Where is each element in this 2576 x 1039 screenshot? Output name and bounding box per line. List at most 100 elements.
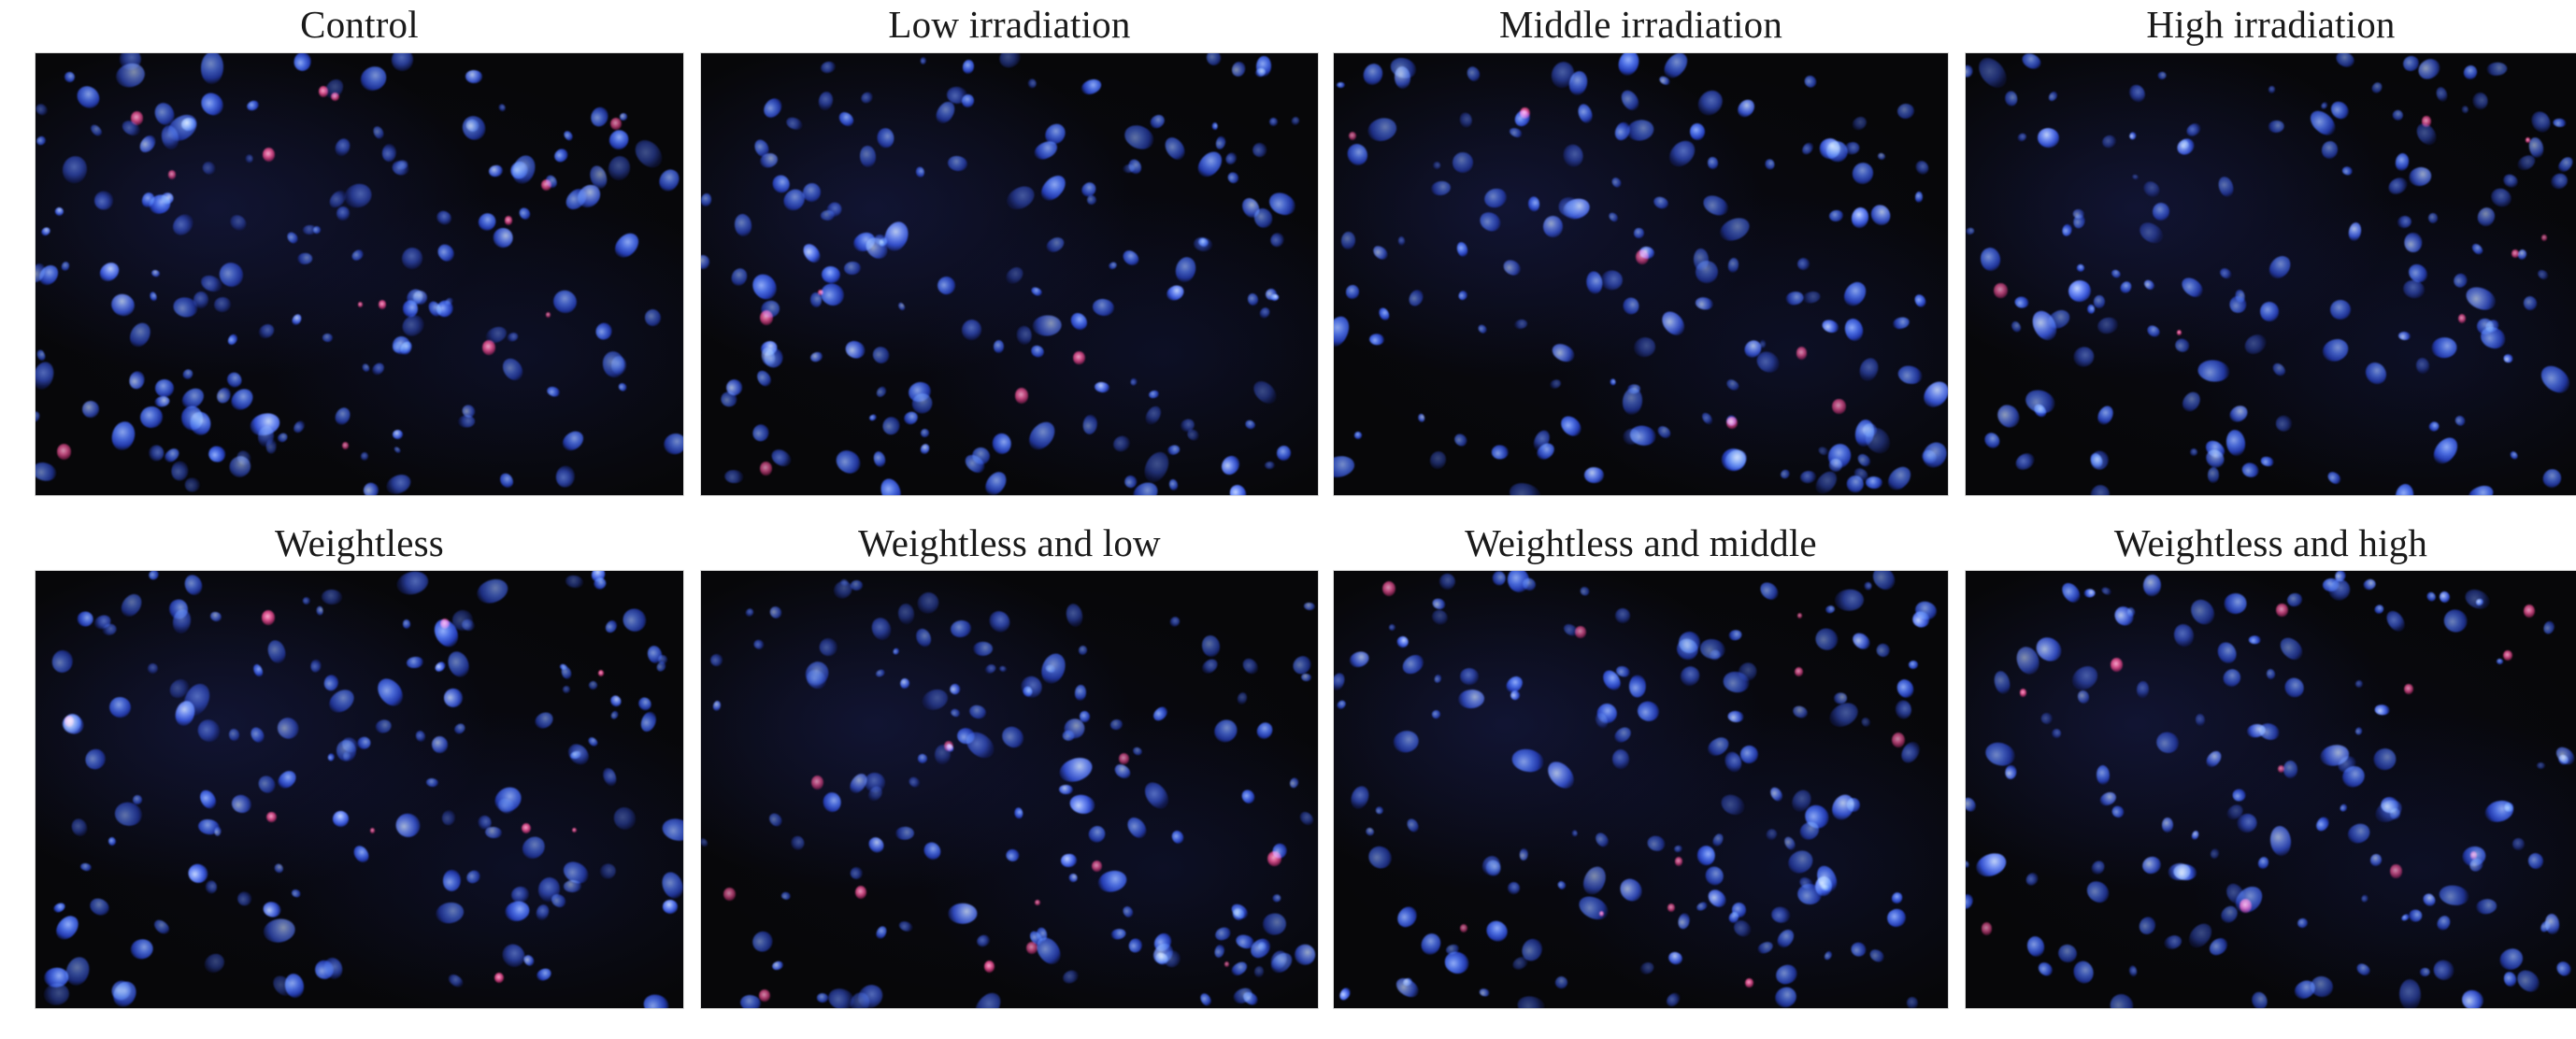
nucleus: [2070, 959, 2097, 986]
nucleus: [2152, 202, 2170, 221]
nucleus: [562, 685, 570, 693]
nucleus: [236, 890, 252, 906]
nucleus: [961, 59, 975, 76]
nucleus: [823, 791, 843, 813]
nucleus: [799, 240, 823, 266]
nucleus: [207, 445, 227, 464]
panel-middle-irradiation[interactable]: Middle irradiation: [1334, 0, 1948, 495]
nucleus: [754, 367, 775, 390]
nucleus: [2496, 945, 2526, 974]
nucleus: [950, 706, 962, 718]
nucleus: [1107, 260, 1118, 271]
nucleus: [1161, 133, 1189, 164]
nucleus: [1617, 87, 1642, 114]
nucleus: [1126, 936, 1144, 955]
micrograph-high-irradiation[interactable]: [1966, 53, 2576, 495]
nucleus: [1276, 445, 1292, 462]
nucleus: [2361, 358, 2391, 389]
nucleus: [1632, 334, 1658, 360]
nucleus: [1243, 419, 1257, 432]
nucleus: [868, 413, 878, 422]
nucleus: [1060, 853, 1077, 868]
nucleus: [440, 808, 457, 827]
nucleus: [1693, 85, 1727, 120]
panel-weightless-and-high[interactable]: Weightless and high: [1966, 519, 2576, 1008]
nucleus: [2462, 282, 2499, 314]
nucleus: [2225, 428, 2247, 458]
field-cells: [1334, 571, 1948, 1008]
micrograph-middle-irradiation[interactable]: [1334, 53, 1948, 495]
nucleus: [63, 71, 77, 84]
nucleus: [565, 740, 594, 769]
nucleus: [1710, 832, 1725, 848]
nucleus: [89, 122, 105, 138]
micrograph-weightless-and-high[interactable]: [1966, 571, 2576, 1008]
panel-weightless[interactable]: Weightless: [36, 519, 683, 1008]
panel-label-weightless: Weightless: [275, 521, 444, 564]
nucleus: [2397, 215, 2413, 230]
nucleus: [1167, 478, 1179, 492]
apoptotic-signal: [265, 811, 277, 823]
nucleus: [783, 114, 805, 132]
nucleus: [752, 637, 766, 651]
nucleus: [1147, 389, 1160, 400]
nucleus: [1064, 602, 1085, 629]
nucleus: [809, 350, 824, 363]
nucleus: [350, 248, 365, 263]
nucleus: [1027, 78, 1038, 90]
nucleus: [342, 180, 375, 211]
panel-row-bottom: Weightless Weightless and low Weightless…: [0, 519, 2576, 1039]
nucleus: [394, 571, 431, 598]
panel-control[interactable]: Control: [36, 0, 683, 495]
nucleus: [1037, 171, 1071, 206]
nucleus: [1209, 715, 1242, 747]
panel-weightless-and-middle[interactable]: Weightless and middle: [1334, 519, 1948, 1008]
micrograph-low-irradiation[interactable]: [701, 53, 1318, 495]
nucleus: [1795, 254, 1812, 273]
nucleus: [998, 722, 1028, 752]
nucleus: [1236, 691, 1249, 706]
nucleus: [605, 126, 632, 154]
nucleus: [608, 693, 623, 709]
panel-weightless-and-low[interactable]: Weightless and low: [701, 519, 1318, 1008]
nucleus: [1479, 852, 1504, 879]
nucleus: [2213, 638, 2240, 666]
nucleus: [2110, 268, 2123, 280]
nucleus: [2140, 178, 2163, 200]
micrograph-control[interactable]: [36, 53, 683, 495]
nucleus: [452, 721, 468, 736]
nucleus: [1392, 729, 1422, 755]
nucleus: [920, 428, 930, 438]
apoptotic-signal: [609, 118, 622, 131]
nucleus: [2184, 121, 2204, 139]
apoptotic-signal: [1381, 580, 1395, 597]
nucleus: [1657, 306, 1689, 340]
apoptotic-signal: [481, 340, 495, 355]
nucleus: [2474, 898, 2498, 916]
micrograph-weightless-and-low[interactable]: [701, 571, 1318, 1008]
nucleus: [868, 615, 894, 643]
nucleus: [336, 206, 351, 221]
field-cells: [36, 53, 683, 495]
nucleus: [1255, 55, 1272, 78]
nucleus: [2469, 241, 2485, 257]
panel-high-irradiation[interactable]: High irradiation: [1966, 0, 2576, 495]
nucleus: [1229, 959, 1250, 978]
nucleus: [992, 433, 1012, 455]
nucleus: [2110, 803, 2126, 820]
nucleus: [1080, 77, 1104, 98]
nucleus: [2270, 361, 2288, 378]
nucleus: [434, 900, 465, 926]
nucleus: [1218, 452, 1243, 478]
nucleus: [701, 192, 712, 208]
nucleus: [493, 227, 514, 248]
nucleus: [1542, 757, 1580, 794]
nucleus: [1764, 157, 1776, 171]
micrograph-weightless-and-middle[interactable]: [1334, 571, 1948, 1008]
nucleus: [1336, 81, 1345, 89]
micrograph-weightless[interactable]: [36, 571, 683, 1008]
apoptotic-signal: [1224, 961, 1230, 967]
nucleus: [1200, 633, 1222, 659]
panel-low-irradiation[interactable]: Low irradiation: [701, 0, 1318, 495]
nucleus: [332, 136, 352, 159]
